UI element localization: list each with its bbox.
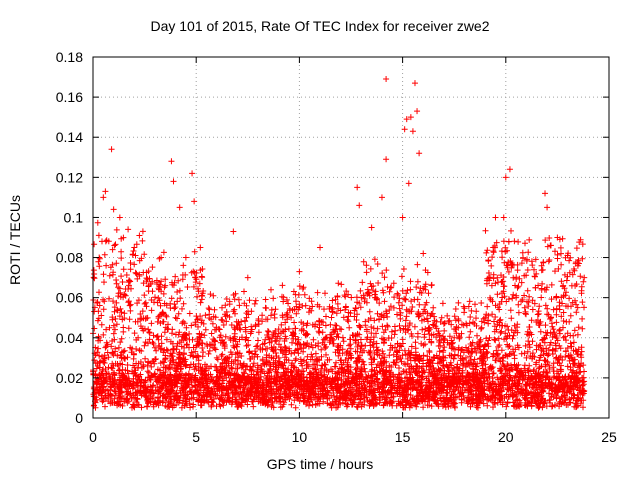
x-tick-label: 5 [192,429,200,445]
data-point [168,158,175,165]
y-axis-label: ROTI / TECUs [7,195,23,285]
data-point [492,214,499,221]
data-point [378,194,385,201]
data-point [403,116,410,123]
axis-ticks: 0 5 10 15 20 25 0 0.02 0.04 0.06 0.08 0.1 0.12 0.14 0.… [56,49,617,445]
data-point [116,214,123,221]
data-point [170,178,177,185]
data-point [191,198,198,205]
data-point [581,274,588,281]
data-point [506,166,513,173]
y-tick-label: 0.16 [56,89,83,105]
data-point [296,268,303,275]
y-tick-label: 0.04 [56,330,83,346]
y-tick-label: 0 [75,410,83,426]
chart-title: Day 101 of 2015, Rate Of TEC Index for r… [150,18,490,34]
data-point [405,180,412,187]
data-point [411,80,418,87]
dense-point-cloud [90,219,588,411]
dense-point-cloud-marks [90,219,588,411]
data-point [354,184,361,191]
data-point [542,190,549,197]
data-point [451,334,458,341]
data-point [106,324,113,331]
x-tick-label: 0 [89,429,97,445]
data-point [197,244,204,251]
data-point [368,224,375,231]
data-points [90,76,588,411]
data-point [383,76,390,83]
data-point [420,250,427,257]
data-point [244,274,251,281]
data-point [502,174,509,181]
data-point [189,170,196,177]
data-point [523,354,530,361]
plot-frame [92,56,610,419]
y-tick-label: 0.14 [56,129,83,145]
data-point [399,214,406,221]
data-point [102,188,109,195]
y-tick-label: 0.1 [64,209,84,225]
data-point [230,228,237,235]
data-point [110,206,117,213]
data-point [500,214,507,221]
x-tick-label: 20 [498,429,514,445]
x-tick-label: 25 [601,429,617,445]
data-point [100,194,107,201]
data-point [383,156,390,163]
data-point [416,150,423,157]
y-tick-label: 0.18 [56,49,83,65]
x-tick-label: 15 [395,429,411,445]
data-point [414,108,421,115]
data-point [182,254,189,261]
x-axis-label: GPS time / hours [266,456,374,472]
data-point [151,344,158,351]
data-point [176,204,183,211]
data-point [131,244,138,251]
y-tick-label: 0.08 [56,250,83,266]
data-point [407,114,414,121]
data-point [544,204,551,211]
data-point [108,146,115,153]
y-tick-label: 0.02 [56,370,83,386]
data-point [317,244,324,251]
data-point [356,202,363,209]
x-tick-label: 10 [292,429,308,445]
data-point [409,128,416,135]
data-point [172,314,179,321]
data-point [401,126,408,133]
y-tick-label: 0.12 [56,169,83,185]
y-tick-label: 0.06 [56,290,83,306]
